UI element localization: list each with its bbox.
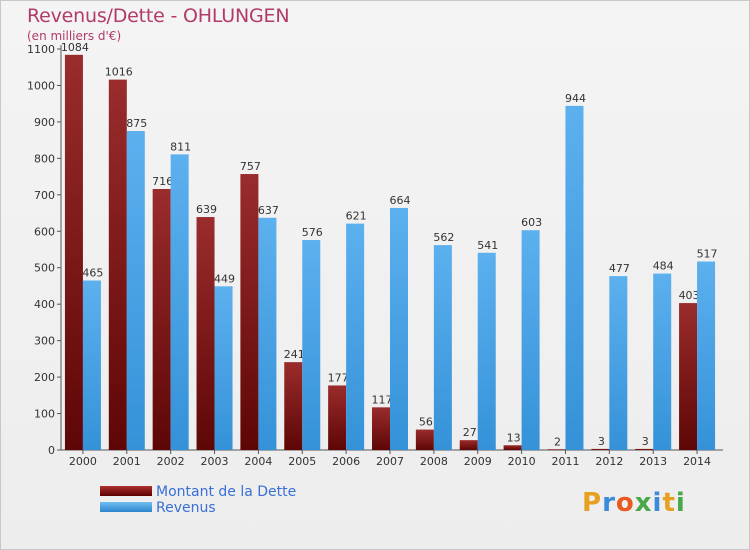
data-label-debt: 177 [328, 371, 349, 384]
y-tick-label: 700 [34, 189, 55, 202]
bar-revenue [346, 223, 365, 450]
bar-debt [415, 429, 434, 450]
x-tick-label: 2002 [157, 455, 185, 468]
data-label-revenue: 621 [346, 210, 367, 223]
bar-revenue [697, 261, 716, 450]
bar-debt [635, 448, 654, 450]
data-label-debt: 117 [372, 393, 393, 406]
bar-debt [503, 445, 522, 450]
data-label-debt: 757 [240, 160, 261, 173]
data-label-revenue: 484 [653, 260, 674, 273]
data-label-debt: 27 [463, 426, 477, 439]
y-tick-label: 1000 [27, 79, 55, 92]
bar-debt [64, 54, 83, 450]
y-tick-label: 0 [48, 444, 55, 457]
y-tick-label: 100 [34, 408, 55, 421]
y-tick-label: 1100 [27, 43, 55, 56]
bar-debt [591, 448, 610, 450]
chart-subtitle: (en milliers d'€) [27, 29, 122, 43]
x-tick-label: 2008 [420, 455, 448, 468]
y-tick-label: 200 [34, 371, 55, 384]
data-label-revenue: 576 [302, 226, 323, 239]
legend-label-debt: Montant de la Dette [156, 484, 297, 500]
y-tick-label: 900 [34, 116, 55, 129]
legend-swatch-debt [100, 486, 152, 496]
y-tick-label: 500 [34, 262, 55, 275]
bar-debt [372, 407, 390, 450]
chart-title: Revenus/Dette - OHLUNGEN [27, 5, 290, 27]
data-label-revenue: 811 [170, 140, 191, 153]
x-tick-label: 2006 [332, 455, 360, 468]
legend-label-revenue: Revenus [156, 500, 216, 516]
data-label-revenue: 637 [258, 204, 279, 217]
bar-revenue [82, 280, 101, 450]
data-label-revenue: 541 [477, 239, 498, 252]
bar-revenue [302, 240, 321, 450]
x-tick-label: 2003 [201, 455, 229, 468]
data-label-debt: 13 [507, 431, 521, 444]
data-label-debt: 1016 [105, 66, 133, 79]
x-tick-label: 2001 [113, 455, 141, 468]
bar-debt [679, 303, 698, 450]
bar-revenue [653, 273, 672, 450]
bar-revenue [390, 207, 408, 450]
bar-revenue [565, 105, 584, 451]
y-tick-label: 300 [34, 335, 55, 348]
x-tick-label: 2009 [464, 455, 492, 468]
data-label-debt: 241 [284, 348, 305, 361]
data-label-debt: 2 [554, 435, 561, 448]
x-tick-label: 2011 [551, 455, 579, 468]
bar-debt [152, 188, 171, 450]
bar-revenue [214, 286, 233, 450]
data-label-debt: 56 [419, 416, 433, 429]
bar-revenue [609, 276, 628, 450]
bar-revenue [258, 217, 277, 450]
x-tick-label: 2005 [288, 455, 316, 468]
bar-debt [240, 174, 259, 450]
y-tick-label: 800 [34, 152, 55, 165]
data-label-revenue: 477 [609, 262, 630, 275]
x-tick-label: 2010 [508, 455, 536, 468]
legend-swatch-revenue [100, 502, 152, 512]
x-tick-label: 2013 [639, 455, 667, 468]
data-label-debt: 716 [152, 175, 173, 188]
bar-debt [328, 385, 347, 450]
x-tick-label: 2012 [595, 455, 623, 468]
data-label-revenue: 449 [214, 272, 235, 285]
bar-revenue [433, 245, 452, 450]
bar-debt [284, 362, 303, 450]
bar-debt [108, 79, 127, 450]
x-tick-label: 2014 [683, 455, 711, 468]
x-tick-label: 2004 [244, 455, 272, 468]
proxiti-logo: Proxiti [582, 488, 686, 518]
data-label-revenue: 944 [565, 92, 586, 105]
y-tick-label: 600 [34, 225, 55, 238]
bar-revenue [170, 154, 189, 450]
x-tick-label: 2007 [376, 455, 404, 468]
data-label-debt: 3 [598, 435, 605, 448]
data-label-revenue: 603 [521, 216, 542, 229]
y-tick-label: 400 [34, 298, 55, 311]
bar-debt [547, 449, 566, 451]
data-label-debt: 639 [196, 203, 217, 216]
x-tick-label: 2000 [69, 455, 97, 468]
data-label-debt: 403 [679, 289, 700, 302]
data-label-revenue: 465 [82, 266, 103, 279]
bar-revenue [521, 230, 540, 450]
data-label-revenue: 517 [697, 248, 718, 261]
data-label-debt: 3 [642, 435, 649, 448]
bar-revenue [477, 252, 496, 450]
data-label-revenue: 562 [433, 231, 454, 244]
data-label-revenue: 664 [390, 194, 411, 207]
bar-debt [459, 440, 478, 450]
bar-revenue [126, 131, 145, 451]
data-label-debt: 1084 [61, 41, 89, 54]
data-label-revenue: 875 [126, 117, 147, 130]
bar-debt [196, 217, 215, 450]
